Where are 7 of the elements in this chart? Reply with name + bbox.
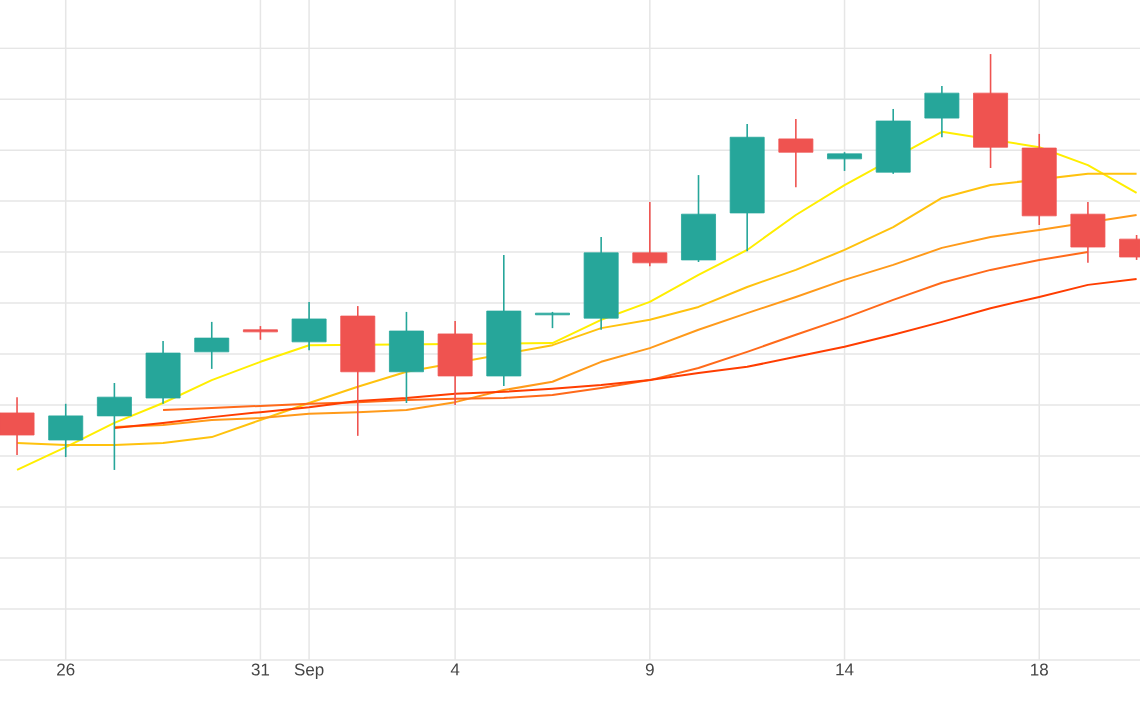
x-tick-label: 9 (645, 663, 654, 676)
x-tick-label: 4 (450, 663, 460, 676)
x-tick-label: 26 (57, 663, 75, 676)
x-tick-label: 31 (251, 663, 270, 676)
x-tick-label: Sep (294, 663, 324, 679)
x-tick-label: 14 (836, 663, 854, 676)
x-tick-label: 18 (1031, 663, 1048, 676)
